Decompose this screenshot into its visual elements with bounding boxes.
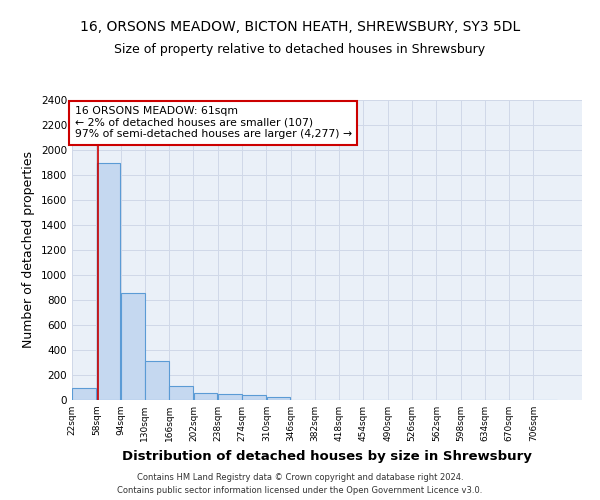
Bar: [218, 394, 242, 400]
Text: 16, ORSONS MEADOW, BICTON HEATH, SHREWSBURY, SY3 5DL: 16, ORSONS MEADOW, BICTON HEATH, SHREWSB…: [80, 20, 520, 34]
Bar: [97, 162, 121, 400]
Text: Contains public sector information licensed under the Open Government Licence v3: Contains public sector information licen…: [118, 486, 482, 495]
Bar: [242, 395, 266, 400]
Text: Contains HM Land Registry data © Crown copyright and database right 2024.: Contains HM Land Registry data © Crown c…: [137, 474, 463, 482]
Bar: [169, 386, 193, 400]
Bar: [72, 388, 96, 400]
Bar: [266, 397, 290, 400]
Bar: [121, 292, 145, 400]
Bar: [194, 393, 217, 400]
Y-axis label: Number of detached properties: Number of detached properties: [22, 152, 35, 348]
X-axis label: Distribution of detached houses by size in Shrewsbury: Distribution of detached houses by size …: [122, 450, 532, 462]
Text: 16 ORSONS MEADOW: 61sqm
← 2% of detached houses are smaller (107)
97% of semi-de: 16 ORSONS MEADOW: 61sqm ← 2% of detached…: [74, 106, 352, 139]
Bar: [145, 360, 169, 400]
Text: Size of property relative to detached houses in Shrewsbury: Size of property relative to detached ho…: [115, 42, 485, 56]
